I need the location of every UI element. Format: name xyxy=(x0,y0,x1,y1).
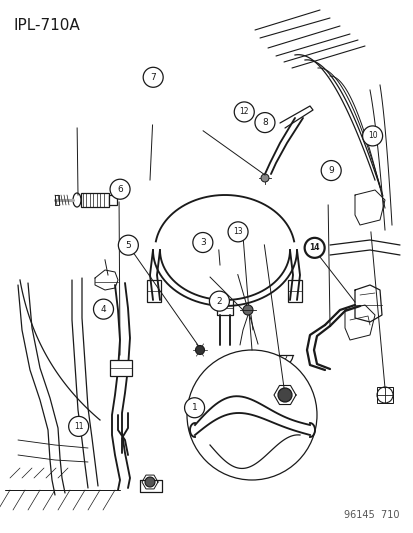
Text: 10: 10 xyxy=(367,132,377,140)
Text: IPL-710A: IPL-710A xyxy=(14,18,81,33)
Text: 5: 5 xyxy=(125,241,131,249)
Text: 2: 2 xyxy=(216,297,222,305)
Text: 9: 9 xyxy=(328,166,333,175)
Circle shape xyxy=(69,416,88,437)
Bar xyxy=(376,387,392,403)
Circle shape xyxy=(145,477,154,487)
Text: 1: 1 xyxy=(191,403,197,412)
Text: 96145  710: 96145 710 xyxy=(344,510,399,520)
Ellipse shape xyxy=(73,193,81,207)
Circle shape xyxy=(118,235,138,255)
Circle shape xyxy=(242,305,252,315)
Circle shape xyxy=(277,388,291,402)
Circle shape xyxy=(195,345,204,354)
Circle shape xyxy=(234,102,254,122)
Text: 13: 13 xyxy=(233,228,242,236)
Circle shape xyxy=(260,174,268,182)
Circle shape xyxy=(320,160,340,181)
Bar xyxy=(81,193,109,207)
Circle shape xyxy=(362,126,382,146)
Circle shape xyxy=(228,222,247,242)
Text: 3: 3 xyxy=(199,238,205,247)
Circle shape xyxy=(192,232,212,253)
Circle shape xyxy=(184,398,204,418)
Circle shape xyxy=(93,299,113,319)
Bar xyxy=(287,280,301,302)
Text: 14: 14 xyxy=(309,244,319,252)
Text: 4: 4 xyxy=(100,305,106,313)
Circle shape xyxy=(304,238,324,258)
Text: 7: 7 xyxy=(150,73,156,82)
Circle shape xyxy=(254,112,274,133)
Circle shape xyxy=(110,179,130,199)
Text: 8: 8 xyxy=(261,118,267,127)
Text: 11: 11 xyxy=(74,422,83,431)
Circle shape xyxy=(187,350,316,480)
Bar xyxy=(110,360,132,376)
Bar xyxy=(147,280,161,302)
Text: 6: 6 xyxy=(117,185,123,193)
Text: 12: 12 xyxy=(239,108,248,116)
Bar xyxy=(109,195,117,205)
Circle shape xyxy=(209,291,229,311)
Circle shape xyxy=(143,67,163,87)
